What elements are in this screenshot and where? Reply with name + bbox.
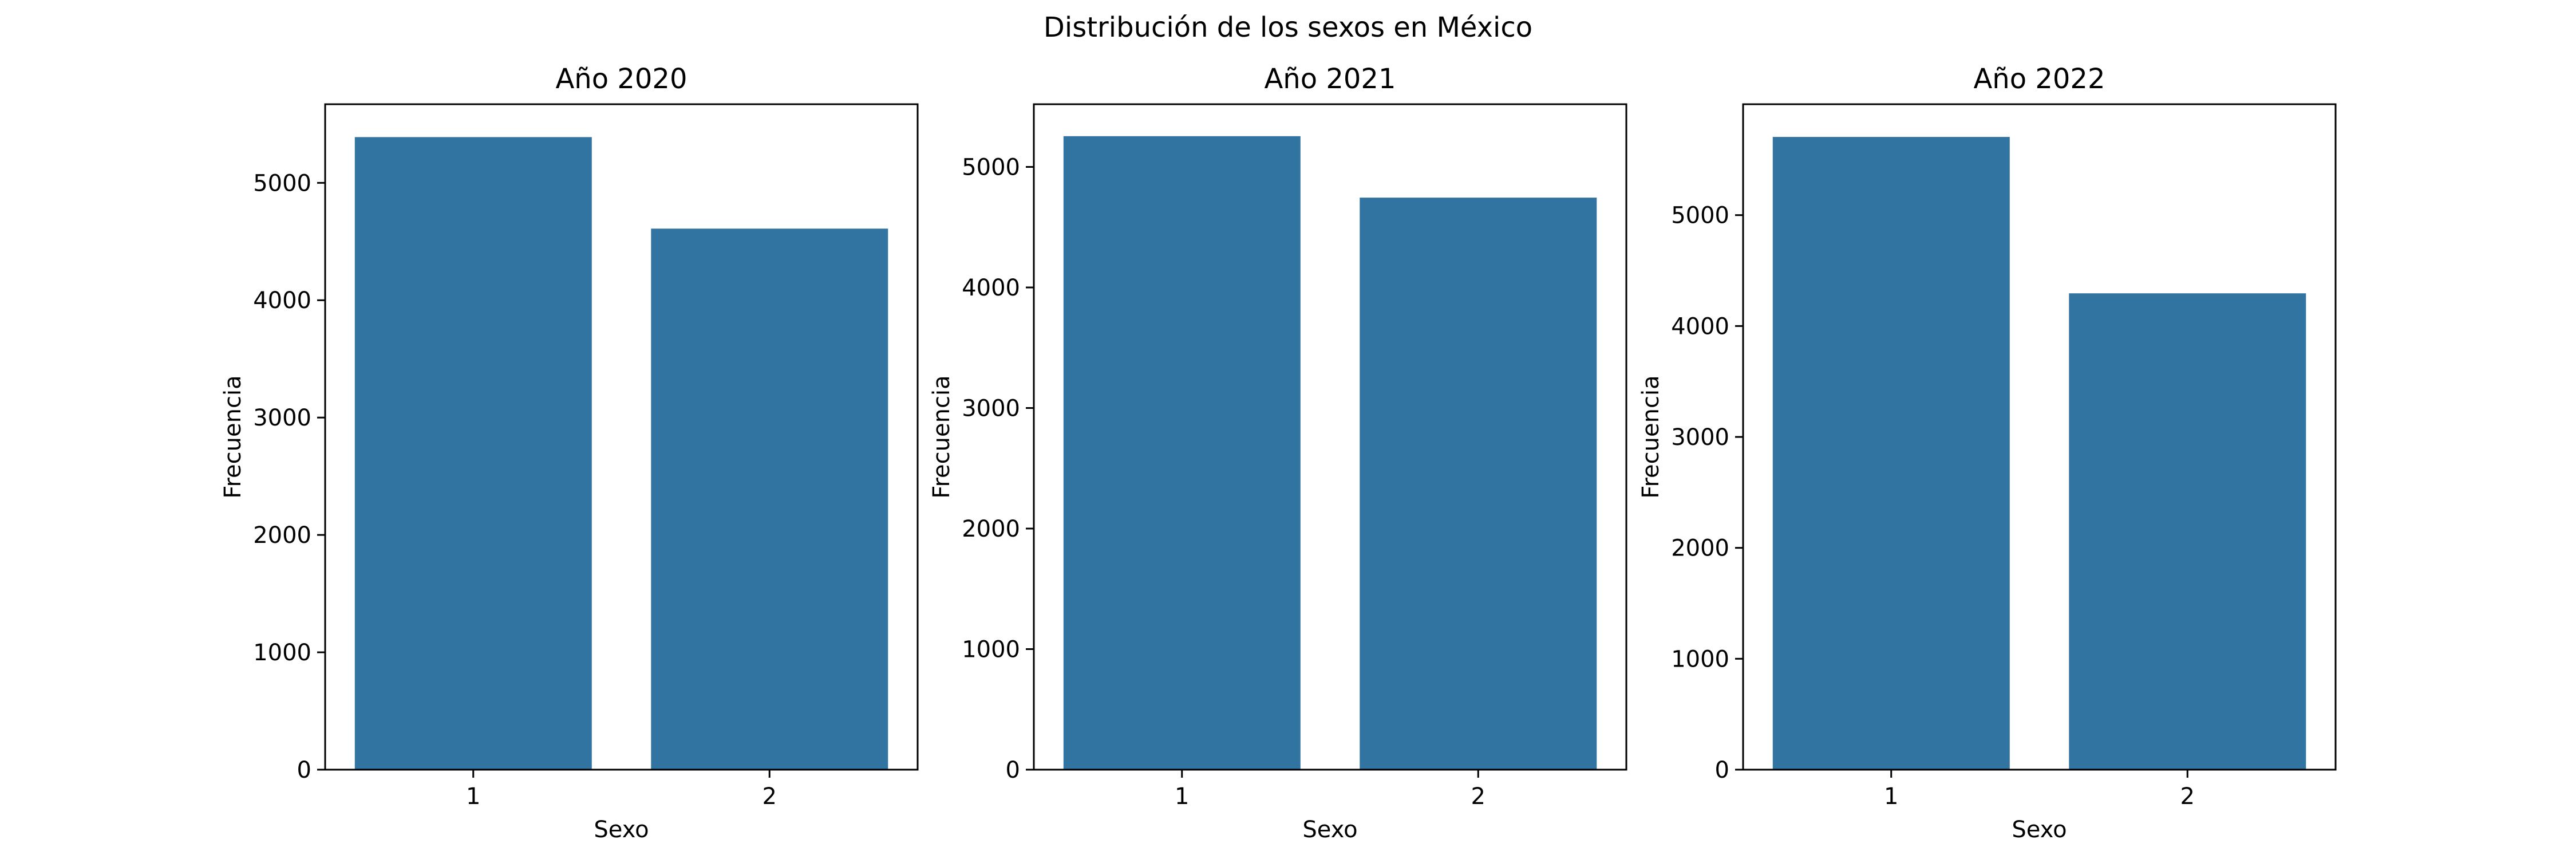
y-tick-label: 5000 — [962, 154, 1020, 180]
x-tick-label: 2 — [762, 783, 777, 810]
bar — [354, 137, 592, 770]
bar — [1772, 137, 2010, 770]
chart-panel: 0 1000 2000 3000 4000 5000 1 2 Año 2021 Sexo Frecu… — [929, 63, 1627, 843]
y-tick-label: 1000 — [1671, 646, 1729, 672]
y-tick-label: 0 — [1715, 757, 1729, 783]
chart-panel: 0 1000 2000 3000 4000 5000 1 2 Año 2022 Sexo Frecu… — [1638, 63, 2337, 843]
x-tick-label: 2 — [2180, 783, 2195, 810]
x-tick-label: 1 — [466, 783, 480, 810]
y-tick-label: 5000 — [1671, 203, 1729, 229]
y-tick-label: 3000 — [1671, 424, 1729, 451]
bar — [1063, 136, 1301, 770]
plot-frame — [1742, 103, 2337, 771]
y-tick-label: 3000 — [962, 395, 1020, 421]
bar — [1360, 198, 1597, 770]
y-tick-label: 2000 — [962, 516, 1020, 542]
figure-title: Distribución de los sexos en México — [1044, 11, 1532, 44]
panel-title: Año 2020 — [555, 63, 687, 95]
y-tick-label: 2000 — [253, 522, 311, 549]
plot-frame — [324, 103, 919, 771]
plot-frame — [1033, 103, 1627, 771]
y-axis-label: Frecuencia — [929, 375, 955, 498]
panel-title: Año 2021 — [1264, 63, 1396, 95]
y-tick-label: 5000 — [253, 170, 311, 196]
y-tick-label: 3000 — [253, 405, 311, 431]
y-axis-label: Frecuencia — [220, 375, 246, 498]
bar — [651, 228, 888, 770]
chart-panel: 0 1000 2000 3000 4000 5000 1 2 Año 2020 Sexo Frecu… — [220, 63, 919, 843]
y-tick-label: 1000 — [962, 636, 1020, 663]
y-tick-label: 1000 — [253, 640, 311, 666]
y-tick-label: 0 — [1006, 757, 1020, 783]
y-tick-label: 4000 — [253, 287, 311, 314]
x-tick-label: 1 — [1175, 783, 1189, 810]
panel-title: Año 2022 — [1973, 63, 2105, 95]
y-tick-label: 2000 — [1671, 535, 1729, 562]
y-tick-label: 4000 — [1671, 313, 1729, 340]
bar — [2069, 293, 2306, 770]
x-tick-label: 2 — [1471, 783, 1485, 810]
y-axis-label: Frecuencia — [1638, 375, 1664, 498]
x-tick-label: 1 — [1884, 783, 1898, 810]
y-tick-label: 0 — [297, 757, 311, 783]
x-axis-label: Sexo — [594, 817, 649, 843]
y-tick-label: 4000 — [962, 275, 1020, 301]
x-axis-label: Sexo — [1302, 817, 1357, 843]
x-axis-label: Sexo — [2012, 817, 2067, 843]
